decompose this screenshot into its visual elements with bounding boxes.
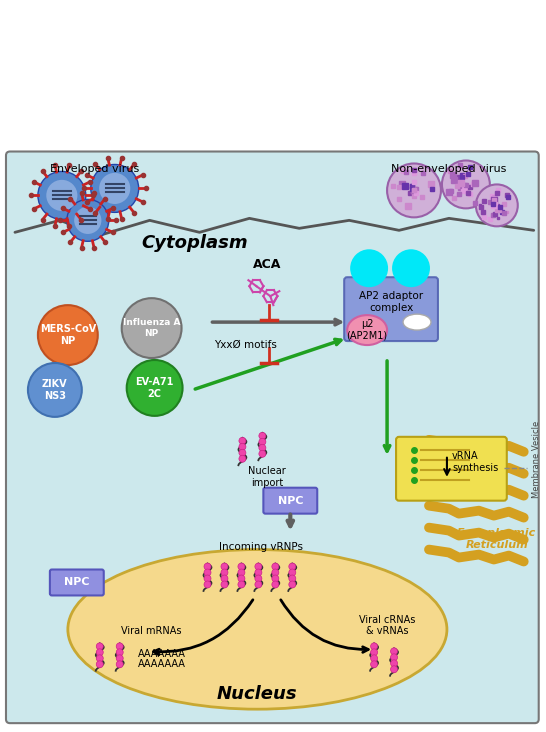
Text: Cytoplasm: Cytoplasm — [141, 234, 248, 253]
Circle shape — [116, 649, 123, 656]
Circle shape — [221, 563, 228, 570]
Circle shape — [38, 305, 98, 365]
Circle shape — [289, 569, 296, 576]
FancyBboxPatch shape — [50, 569, 104, 595]
Circle shape — [204, 569, 211, 576]
FancyBboxPatch shape — [396, 437, 507, 501]
Circle shape — [390, 648, 397, 655]
Circle shape — [116, 655, 123, 662]
Circle shape — [239, 455, 246, 463]
Circle shape — [289, 563, 296, 570]
Circle shape — [272, 575, 279, 582]
Circle shape — [255, 575, 262, 582]
Text: μ2
(AP2M1): μ2 (AP2M1) — [347, 319, 388, 341]
Circle shape — [371, 655, 378, 662]
Circle shape — [116, 661, 123, 668]
Text: NPC: NPC — [64, 578, 90, 588]
Circle shape — [221, 569, 228, 576]
Circle shape — [238, 569, 245, 576]
Circle shape — [204, 581, 211, 588]
FancyBboxPatch shape — [263, 488, 317, 514]
Text: AP2 adaptor
complex: AP2 adaptor complex — [359, 291, 423, 313]
Circle shape — [272, 581, 279, 588]
Circle shape — [96, 643, 103, 650]
Circle shape — [38, 171, 86, 220]
Circle shape — [390, 666, 397, 673]
Circle shape — [390, 660, 397, 667]
Text: Viral mRNAs: Viral mRNAs — [121, 627, 182, 636]
Circle shape — [289, 575, 296, 582]
Circle shape — [255, 581, 262, 588]
Circle shape — [387, 163, 441, 217]
Text: EV-A71
2C: EV-A71 2C — [135, 377, 174, 399]
Text: MERS-CoV
NP: MERS-CoV NP — [40, 324, 96, 346]
Ellipse shape — [68, 550, 447, 709]
Circle shape — [204, 575, 211, 582]
Circle shape — [239, 437, 246, 444]
Text: YxxØ motifs: YxxØ motifs — [215, 340, 277, 350]
Circle shape — [239, 444, 246, 450]
Circle shape — [238, 581, 245, 588]
Circle shape — [67, 199, 109, 242]
Text: ACA: ACA — [253, 258, 282, 272]
Circle shape — [91, 165, 139, 212]
Circle shape — [204, 563, 211, 570]
Text: AAAAAAA: AAAAAAA — [138, 649, 186, 660]
Ellipse shape — [347, 315, 387, 345]
Circle shape — [238, 563, 245, 570]
Text: Enveloped virus: Enveloped virus — [50, 165, 139, 174]
Text: Nuclear
import: Nuclear import — [248, 466, 286, 488]
Text: Endoplasmic
Reticulum: Endoplasmic Reticulum — [457, 528, 536, 550]
Circle shape — [259, 438, 266, 445]
Circle shape — [46, 180, 78, 211]
Circle shape — [96, 649, 103, 656]
Circle shape — [255, 563, 262, 570]
Circle shape — [96, 655, 103, 662]
Circle shape — [221, 575, 228, 582]
Text: ZIKV
NS3: ZIKV NS3 — [42, 379, 68, 400]
Circle shape — [116, 643, 123, 650]
FancyBboxPatch shape — [6, 152, 539, 723]
Circle shape — [390, 654, 397, 661]
Text: NPC: NPC — [277, 496, 303, 506]
Circle shape — [476, 184, 518, 226]
Circle shape — [238, 575, 245, 582]
Text: Nucleus: Nucleus — [217, 685, 298, 703]
Circle shape — [255, 569, 262, 576]
Circle shape — [350, 250, 388, 287]
Circle shape — [221, 581, 228, 588]
Text: Non-enveloped virus: Non-enveloped virus — [391, 165, 507, 174]
Circle shape — [289, 581, 296, 588]
Circle shape — [272, 563, 279, 570]
Circle shape — [392, 250, 430, 287]
Text: AAAAAAA: AAAAAAA — [138, 660, 186, 669]
Circle shape — [74, 206, 102, 234]
FancyBboxPatch shape — [344, 277, 438, 341]
Circle shape — [259, 444, 266, 452]
Circle shape — [272, 569, 279, 576]
Circle shape — [99, 173, 130, 204]
Text: Influenza A
NP: Influenza A NP — [123, 318, 180, 337]
Circle shape — [96, 661, 103, 668]
Text: vRNA
synthesis: vRNA synthesis — [452, 451, 498, 473]
Circle shape — [371, 643, 378, 650]
Circle shape — [28, 363, 82, 417]
Text: Incoming vRNPs: Incoming vRNPs — [219, 542, 304, 551]
Circle shape — [239, 449, 246, 456]
Circle shape — [127, 360, 182, 416]
Circle shape — [259, 450, 266, 458]
Circle shape — [259, 433, 266, 439]
Circle shape — [122, 298, 182, 358]
Text: Viral cRNAs
& vRNAs: Viral cRNAs & vRNAs — [359, 615, 416, 636]
Ellipse shape — [403, 314, 431, 330]
Circle shape — [371, 661, 378, 668]
Circle shape — [371, 649, 378, 656]
Circle shape — [442, 160, 490, 209]
Text: Membrane Vesicle: Membrane Vesicle — [532, 421, 541, 498]
